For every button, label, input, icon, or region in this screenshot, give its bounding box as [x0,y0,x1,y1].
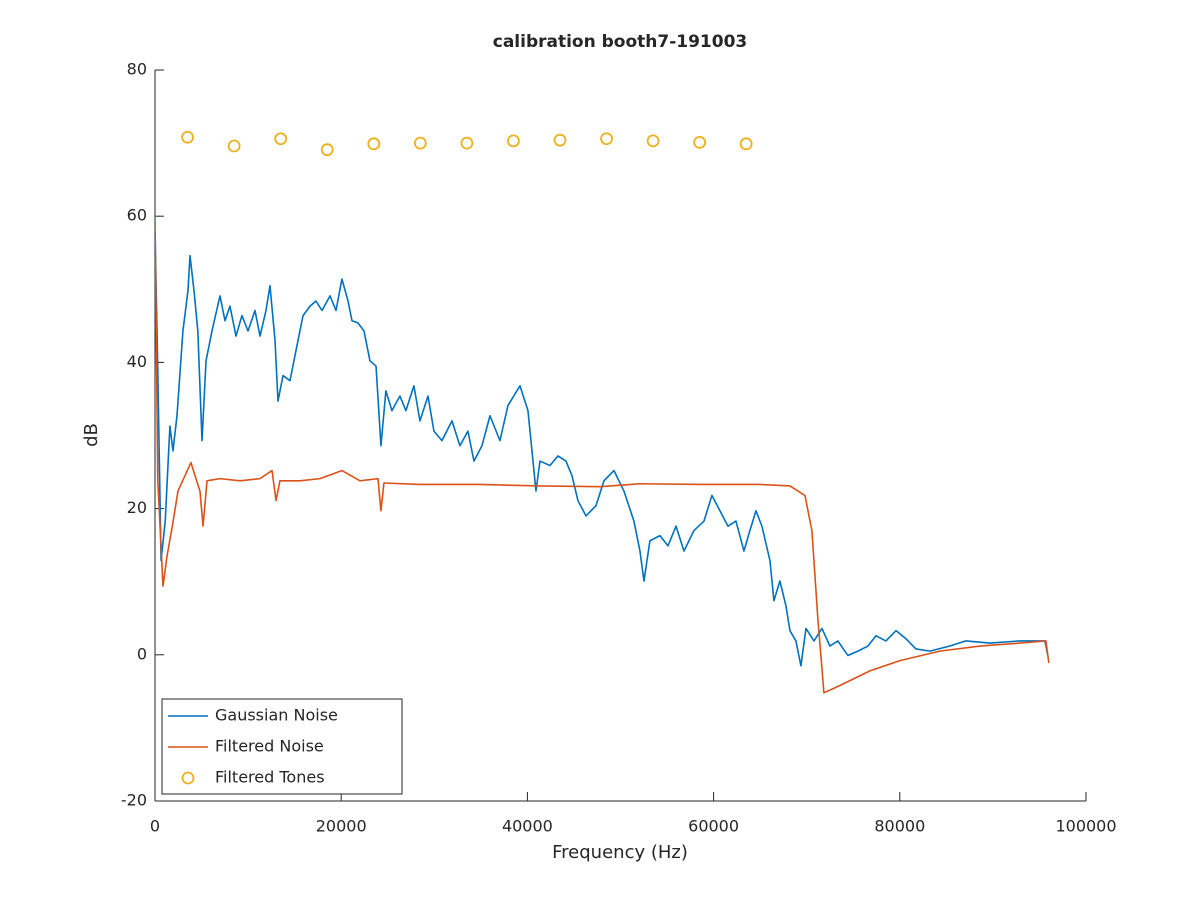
legend-label: Filtered Tones [215,768,325,787]
tone-marker [646,134,660,148]
tone-marker [553,133,567,147]
y-tick-label: 0 [137,644,147,663]
x-tick-label: 40000 [502,817,553,836]
plot-area [155,130,1050,694]
series-line [155,216,1050,694]
tone-marker [507,134,520,148]
y-tick-label: 40 [127,352,147,371]
tone-marker [413,136,427,150]
tone-marker [460,136,474,150]
tone-marker [274,132,288,146]
y-tick-label: -20 [121,791,147,810]
tone-marker [600,132,613,146]
y-tick-label: 60 [127,206,147,225]
x-axis-label: Frequency (Hz) [552,842,688,863]
x-tick-label: 20000 [316,817,367,836]
y-axis-label: dB [81,423,102,447]
x-tick-label: 60000 [688,817,739,836]
tone-marker [320,143,334,157]
legend-label: Filtered Noise [215,737,324,756]
tone-marker [693,135,707,149]
tone-marker [227,139,241,153]
x-tick-label: 100000 [1055,817,1116,836]
y-tick-label: 20 [127,498,147,517]
chart-title: calibration booth7-191003 [493,32,748,52]
tone-marker [367,137,381,151]
legend-marker [181,771,195,785]
x-tick-label: 80000 [874,817,925,836]
series-line [155,230,1049,667]
y-tick-label: 80 [127,60,147,79]
x-tick-label: 0 [150,817,160,836]
legend-label: Gaussian Noise [215,706,338,725]
tone-marker [739,137,753,151]
tone-marker [181,130,194,144]
